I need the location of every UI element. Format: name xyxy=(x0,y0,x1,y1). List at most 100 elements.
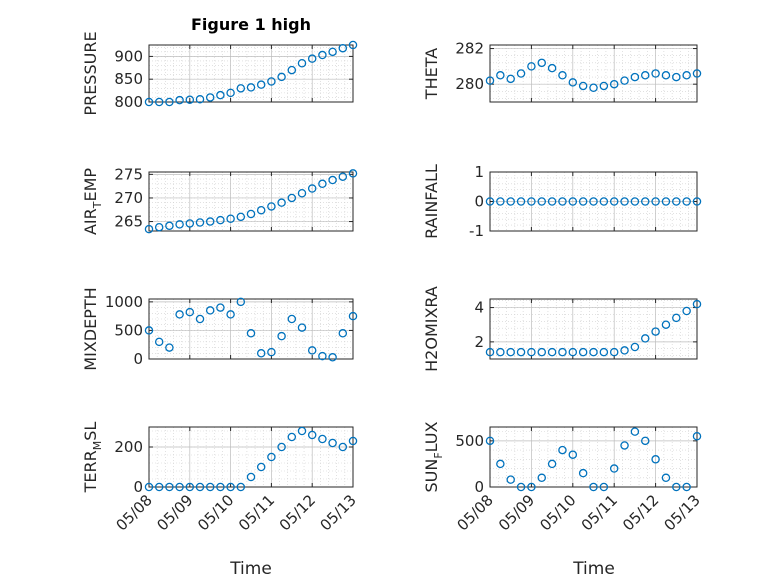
data-point xyxy=(558,347,567,357)
y-axis-label-rest: LUX xyxy=(422,421,441,452)
y-tick-label: 280 xyxy=(455,75,484,93)
data-point xyxy=(527,347,536,357)
subplot-3: 265 270 275 AIRTEMP xyxy=(81,165,358,235)
data-point xyxy=(185,219,195,228)
data-point xyxy=(609,347,619,357)
data-point xyxy=(558,197,567,206)
x-tick-label: 05/11 xyxy=(235,491,278,534)
data-point xyxy=(485,197,495,206)
y-axis-label: THETA xyxy=(422,48,441,100)
y-tick-label: 275 xyxy=(114,165,143,183)
subplot-6: 2 4 H2OMIXRA xyxy=(422,286,702,372)
data-point xyxy=(165,343,174,352)
data-point xyxy=(236,84,246,93)
data-point xyxy=(236,297,246,307)
y-tick-label: 0 xyxy=(133,350,143,368)
data-point xyxy=(297,323,307,332)
x-tick-label: 05/12 xyxy=(619,491,662,534)
data-point xyxy=(558,445,567,455)
data-point xyxy=(568,78,578,87)
data-point xyxy=(537,197,547,206)
y-axis-label: PRESSURE xyxy=(81,31,100,115)
data-point xyxy=(205,217,215,226)
data-point xyxy=(568,347,578,357)
data-point xyxy=(277,331,286,341)
data-point xyxy=(672,482,681,492)
x-tick-label: 05/09 xyxy=(495,491,538,534)
data-point xyxy=(318,179,327,189)
data-point xyxy=(682,71,691,80)
data-point xyxy=(338,172,348,181)
data-point xyxy=(651,197,660,206)
data-point xyxy=(630,342,640,352)
y-tick-label: 2 xyxy=(474,333,484,351)
data-point xyxy=(620,441,629,450)
data-point xyxy=(256,349,266,358)
y-tick-label: 282 xyxy=(455,40,484,58)
data-point xyxy=(641,334,650,343)
data-point xyxy=(620,197,629,206)
data-point xyxy=(496,71,505,80)
axes-box xyxy=(148,171,354,232)
data-point xyxy=(175,220,184,229)
data-point xyxy=(256,205,266,215)
y-axis-label-main: RAINFALL xyxy=(422,164,441,239)
data-point xyxy=(236,482,246,492)
data-point xyxy=(267,202,276,211)
y-tick-label: 0 xyxy=(474,193,484,211)
data-point xyxy=(578,468,588,478)
data-point xyxy=(609,464,619,473)
data-point xyxy=(175,95,184,105)
data-point xyxy=(672,197,681,206)
axes-box xyxy=(148,426,354,488)
data-point xyxy=(578,347,588,357)
y-tick-label: 1000 xyxy=(105,293,143,311)
y-axis-label-main: PRESSURE xyxy=(81,31,100,115)
axes-box xyxy=(489,298,698,360)
data-point xyxy=(547,347,557,357)
data-point xyxy=(527,197,536,206)
y-axis-label-main: TERR xyxy=(81,450,100,493)
y-axis-label-main: H2OMIXRA xyxy=(422,286,441,372)
y-tick-label: 850 xyxy=(114,70,143,88)
data-point xyxy=(589,347,598,357)
y-axis-label-rest: SL xyxy=(81,422,100,441)
data-point xyxy=(516,69,526,78)
data-point xyxy=(318,434,327,444)
data-point xyxy=(216,90,225,100)
x-tick-label: 05/09 xyxy=(153,491,196,534)
data-point xyxy=(246,83,256,92)
data-point xyxy=(338,43,348,53)
data-point xyxy=(620,76,629,85)
axes-box xyxy=(489,426,698,488)
data-point xyxy=(599,81,609,91)
data-point xyxy=(236,212,246,222)
data-point xyxy=(506,197,515,206)
data-point xyxy=(277,72,286,82)
data-point xyxy=(537,473,547,483)
data-point xyxy=(154,222,164,232)
data-point xyxy=(496,347,505,357)
data-point xyxy=(328,47,337,57)
data-point xyxy=(307,184,317,193)
data-point xyxy=(630,72,640,82)
data-point xyxy=(682,306,691,316)
data-point xyxy=(195,95,205,104)
data-point xyxy=(578,197,588,206)
data-point xyxy=(537,58,547,68)
data-point xyxy=(216,215,225,225)
axes-box xyxy=(148,298,354,360)
data-point xyxy=(144,326,154,335)
data-point xyxy=(307,346,317,355)
y-axis-label-rest: EMP xyxy=(81,168,100,202)
x-tick-label: 05/12 xyxy=(276,491,319,534)
data-point xyxy=(641,197,650,206)
data-point xyxy=(599,197,609,206)
data-point xyxy=(267,77,276,86)
data-point xyxy=(672,72,681,82)
data-point xyxy=(682,482,691,492)
data-point xyxy=(558,71,567,80)
y-axis-label-main: THETA xyxy=(422,48,441,100)
data-point xyxy=(692,431,702,441)
